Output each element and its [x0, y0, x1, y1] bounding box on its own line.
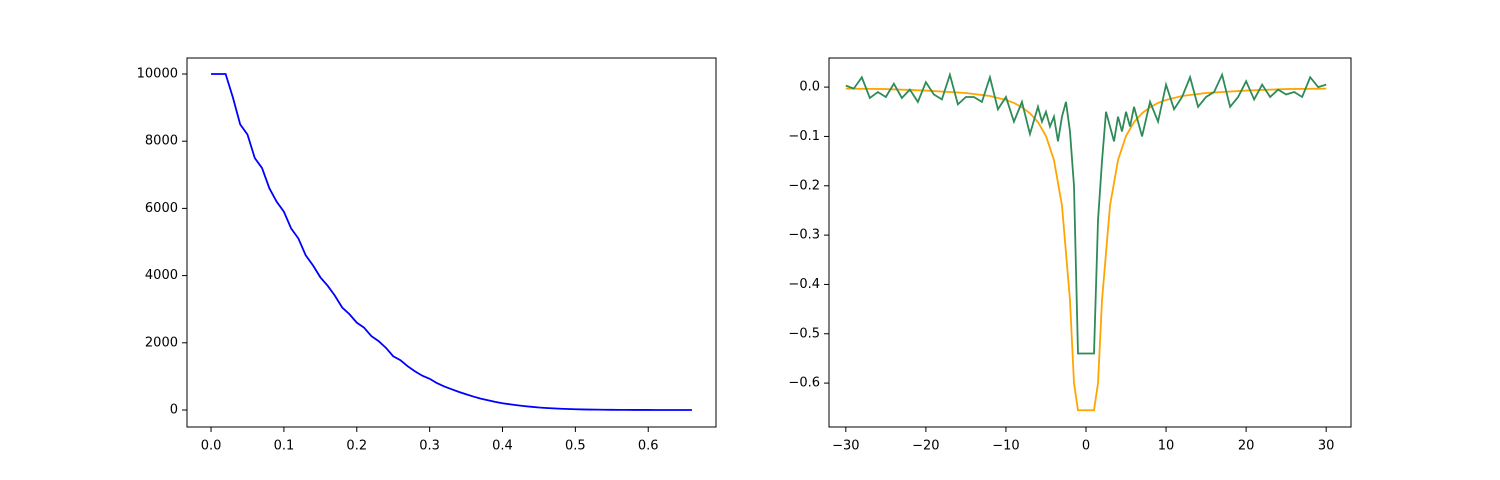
x-tick-label: 0 — [1082, 439, 1090, 454]
y-tick-label: −0.4 — [788, 277, 820, 292]
x-tick-label: 0.0 — [201, 439, 222, 454]
x-tick-label: −30 — [832, 439, 859, 454]
axes-frame — [828, 57, 1352, 428]
x-tick-label: 0.4 — [492, 439, 513, 454]
y-tick-label: 8000 — [145, 134, 178, 149]
x-tick-label: 0.2 — [346, 439, 367, 454]
y-tick-label: 0.0 — [799, 80, 820, 95]
x-tick-label: 0.1 — [274, 439, 295, 454]
y-tick-label: −0.3 — [788, 228, 820, 243]
data-line — [845, 87, 1327, 412]
data-line — [211, 73, 692, 411]
x-tick-label: 0.6 — [638, 439, 659, 454]
x-tick-label: 30 — [1318, 439, 1335, 454]
x-tick-label: −10 — [992, 439, 1019, 454]
y-tick-label: 0 — [170, 402, 178, 417]
y-tick-label: −0.1 — [788, 129, 820, 144]
y-tick-label: −0.6 — [788, 376, 820, 391]
data-line — [845, 71, 1327, 355]
axes-frame — [186, 57, 717, 428]
y-tick-label: 2000 — [145, 335, 178, 350]
y-tick-label: −0.2 — [788, 178, 820, 193]
x-tick-label: 20 — [1238, 439, 1255, 454]
x-tick-label: 0.5 — [565, 439, 586, 454]
y-tick-label: 4000 — [145, 268, 178, 283]
y-tick-label: 10000 — [137, 66, 178, 81]
x-tick-label: 10 — [1158, 439, 1175, 454]
y-tick-label: 6000 — [145, 201, 178, 216]
y-tick-label: −0.5 — [788, 326, 820, 341]
x-tick-label: 0.3 — [419, 439, 440, 454]
x-tick-label: −20 — [912, 439, 939, 454]
